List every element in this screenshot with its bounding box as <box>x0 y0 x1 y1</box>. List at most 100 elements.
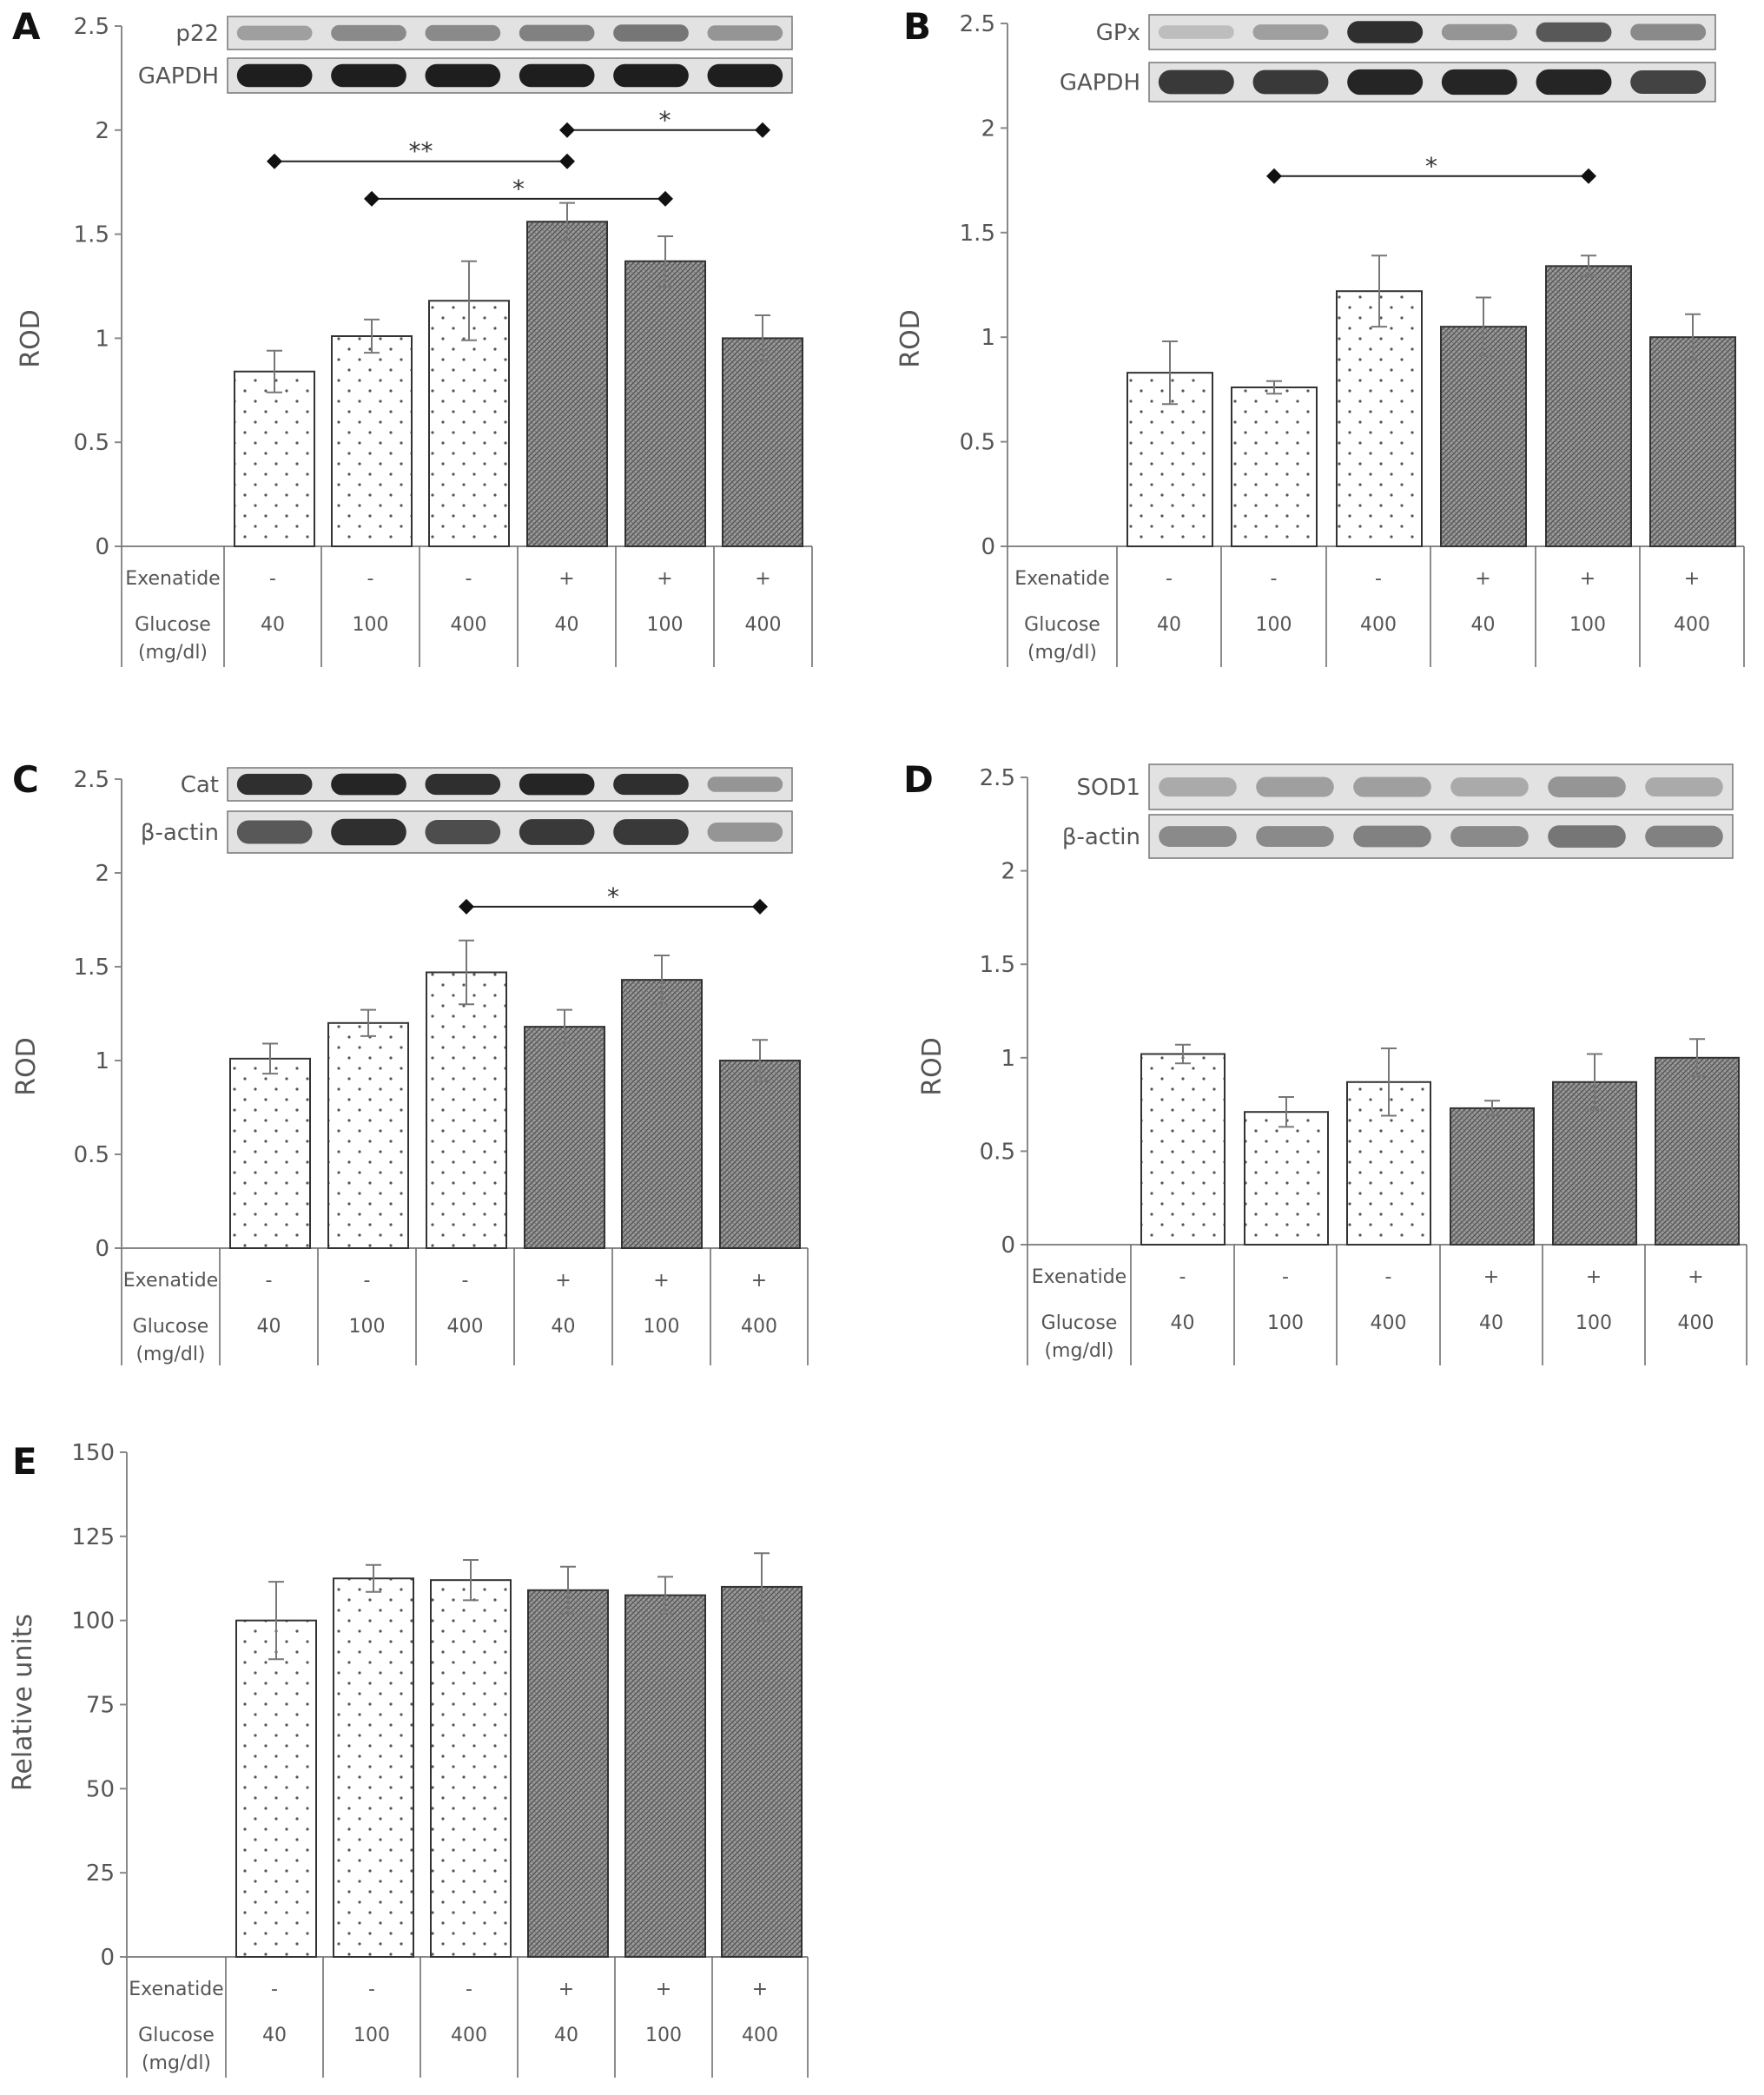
glucose-value: 40 <box>555 614 579 636</box>
blot-band <box>1158 25 1234 39</box>
bar <box>428 300 510 547</box>
blot-strip <box>1148 14 1716 50</box>
exenatide-value: - <box>266 1270 273 1292</box>
glucose-value: 400 <box>1674 614 1710 636</box>
y-tick-label: 25 <box>86 1860 115 1887</box>
bar <box>1231 386 1318 547</box>
panel-letter: A <box>12 5 41 48</box>
y-tick-label: 0 <box>1001 1233 1015 1259</box>
y-tick-label: 2.5 <box>74 767 109 793</box>
bar <box>621 979 703 1249</box>
y-axis-label: ROD <box>917 1037 948 1096</box>
panel-b: B 0 0.5 1 1.5 2 2.5 ROD Exenatide Glucose (mg/dl) -… <box>895 5 1745 667</box>
glucose-value: 40 <box>1157 614 1181 636</box>
y-tick-label: 0 <box>981 534 995 560</box>
panel-d: D 0 0.5 1 1.5 2 2.5 ROD Exenatide Glucose (mg/dl) -… <box>903 758 1747 1365</box>
exenatide-value: + <box>653 1270 669 1292</box>
panel-letter: B <box>903 5 931 48</box>
exenatide-value: + <box>558 568 574 590</box>
bar <box>234 370 315 547</box>
row-label-glucose: Glucose <box>1041 1312 1118 1334</box>
blot-label: GPx <box>1096 20 1140 46</box>
y-tick-label: 1 <box>95 326 109 352</box>
bar <box>1545 265 1632 547</box>
blot-band <box>1548 825 1626 848</box>
glucose-value: 400 <box>742 2025 778 2046</box>
glucose-value: 40 <box>1471 614 1496 636</box>
exenatide-value: - <box>466 568 472 590</box>
blot-band <box>707 822 783 843</box>
blot-band <box>1645 777 1723 797</box>
bar <box>1336 290 1423 547</box>
y-tick-label: 2.5 <box>74 14 109 40</box>
blot-background <box>1148 814 1734 859</box>
significance-marker <box>459 898 474 915</box>
row-label-glucose: Glucose <box>133 1316 209 1338</box>
exenatide-value: - <box>271 1979 278 2000</box>
exenatide-value: + <box>752 1979 768 2000</box>
glucose-value: 40 <box>1479 1312 1503 1334</box>
bar <box>1140 1053 1226 1246</box>
bar <box>719 1060 801 1249</box>
exenatide-value: + <box>1580 568 1596 590</box>
y-tick-label: 1.5 <box>74 955 109 981</box>
bar <box>1649 336 1736 548</box>
blot-band <box>1630 23 1707 41</box>
y-axis-label: ROD <box>16 309 46 368</box>
blot-band <box>425 24 501 42</box>
row-label-exenatide: Exenatide <box>125 568 220 590</box>
bar <box>327 1021 409 1250</box>
bar <box>721 1585 803 1959</box>
y-tick-label: 1 <box>981 325 995 351</box>
y-tick-label: 0 <box>95 534 109 560</box>
significance-label: * <box>659 106 671 135</box>
blot-band <box>1353 825 1431 848</box>
glucose-value: 400 <box>741 1316 777 1338</box>
bar <box>624 1594 706 1959</box>
blot-background <box>1148 14 1716 50</box>
blot-band <box>519 63 595 88</box>
row-label-exenatide: Exenatide <box>123 1270 218 1292</box>
bar <box>722 337 803 547</box>
row-label-glucose: Glucose <box>135 614 211 636</box>
significance-marker <box>364 190 380 207</box>
exenatide-value: + <box>1688 1266 1703 1288</box>
blot-band <box>1256 826 1334 847</box>
significance-marker <box>559 122 575 138</box>
row-label-glucose: Glucose <box>1024 614 1100 636</box>
significance-marker <box>267 153 282 169</box>
glucose-value: 100 <box>645 2025 682 2046</box>
bar <box>426 971 507 1249</box>
exenatide-value: + <box>1586 1266 1602 1288</box>
significance-label: * <box>512 175 525 203</box>
glucose-value: 40 <box>554 2025 578 2046</box>
y-tick-label: 0.5 <box>980 1139 1015 1165</box>
blot-strip <box>227 767 793 802</box>
blot-band <box>1159 826 1237 847</box>
exenatide-value: - <box>1179 1266 1186 1288</box>
exenatide-value: + <box>656 1979 671 2000</box>
y-axis-label: ROD <box>11 1037 42 1096</box>
blot-band <box>1548 777 1626 797</box>
glucose-value: 100 <box>349 1316 386 1338</box>
row-label-units: (mg/dl) <box>135 1344 205 1365</box>
bar <box>1244 1111 1329 1246</box>
blot-background <box>227 810 793 854</box>
blot-band <box>1347 21 1424 43</box>
y-tick-label: 150 <box>71 1440 115 1466</box>
significance-marker <box>1266 168 1282 184</box>
y-tick-label: 1.5 <box>74 222 109 248</box>
exenatide-value: - <box>1271 568 1278 590</box>
blot-strip <box>227 57 793 94</box>
row-label-units: (mg/dl) <box>1027 642 1097 664</box>
y-tick-label: 1.5 <box>960 221 995 247</box>
blot-band <box>707 777 783 792</box>
blot-band <box>1347 69 1424 96</box>
exenatide-value: + <box>1475 568 1490 590</box>
blot-strip <box>227 810 793 854</box>
y-axis-label: Relative units <box>8 1614 38 1791</box>
blot-band <box>519 819 595 845</box>
blot-band <box>613 63 689 88</box>
y-tick-label: 0.5 <box>960 430 995 456</box>
